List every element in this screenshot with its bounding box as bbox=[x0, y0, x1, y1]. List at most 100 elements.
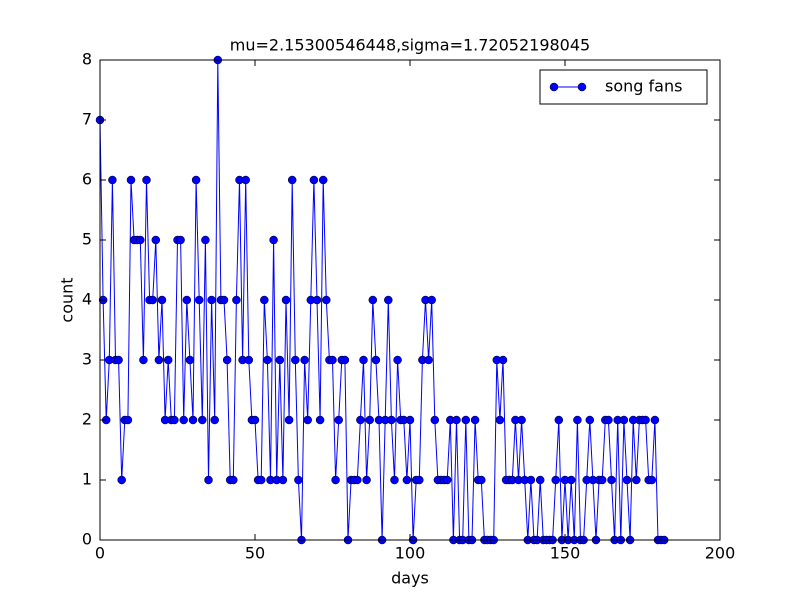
data-point bbox=[328, 355, 337, 365]
data-point bbox=[229, 475, 238, 485]
data-point bbox=[281, 295, 291, 305]
data-point bbox=[207, 295, 216, 305]
data-point bbox=[163, 355, 173, 365]
data-point bbox=[136, 235, 145, 245]
data-point bbox=[390, 475, 399, 485]
data-point bbox=[622, 475, 632, 485]
data-point bbox=[427, 295, 436, 305]
data-point bbox=[114, 355, 123, 365]
y-tick-label: 1 bbox=[82, 470, 92, 489]
legend-marker bbox=[549, 82, 559, 92]
data-point bbox=[108, 175, 117, 185]
data-point bbox=[585, 415, 595, 425]
data-point bbox=[198, 415, 207, 425]
data-point bbox=[641, 415, 650, 425]
x-axis-label: days bbox=[391, 569, 429, 588]
data-point bbox=[278, 475, 288, 485]
data-point bbox=[201, 235, 210, 245]
data-point bbox=[566, 475, 576, 485]
data-point bbox=[185, 355, 195, 365]
data-point bbox=[371, 355, 381, 365]
data-point bbox=[318, 175, 328, 185]
data-point bbox=[442, 475, 452, 485]
data-point bbox=[402, 475, 412, 485]
data-point bbox=[619, 415, 629, 425]
data-point bbox=[353, 475, 362, 485]
data-point bbox=[294, 475, 303, 485]
data-point bbox=[117, 475, 126, 485]
data-point bbox=[393, 355, 402, 365]
data-point bbox=[210, 415, 219, 425]
data-point bbox=[139, 355, 148, 365]
data-point bbox=[356, 415, 365, 425]
data-point bbox=[315, 415, 325, 425]
data-point bbox=[204, 475, 213, 485]
data-point bbox=[244, 355, 254, 365]
data-point bbox=[126, 175, 136, 185]
chart-title: mu=2.15300546448,sigma=1.72052198045 bbox=[230, 36, 590, 55]
data-point bbox=[498, 355, 508, 365]
y-tick-label: 7 bbox=[82, 110, 92, 129]
data-point bbox=[495, 415, 505, 425]
y-axis-label: count bbox=[58, 277, 77, 322]
data-point bbox=[256, 475, 266, 485]
data-point bbox=[148, 295, 157, 305]
y-tick-label: 4 bbox=[82, 290, 92, 309]
data-point bbox=[331, 475, 340, 485]
data-point bbox=[312, 295, 322, 305]
x-tick-label: 100 bbox=[395, 544, 426, 563]
data-point bbox=[551, 475, 560, 485]
y-tick-label: 5 bbox=[82, 230, 92, 249]
data-point bbox=[269, 235, 278, 245]
data-point bbox=[597, 475, 607, 485]
data-point bbox=[452, 415, 461, 425]
data-point bbox=[470, 415, 480, 425]
data-point bbox=[182, 295, 192, 305]
data-point bbox=[632, 475, 641, 485]
data-point bbox=[309, 175, 319, 185]
data-point bbox=[300, 355, 309, 365]
data-point bbox=[365, 415, 374, 425]
legend-label: song fans bbox=[605, 77, 682, 96]
data-point bbox=[362, 475, 371, 485]
data-point bbox=[461, 415, 471, 425]
data-point bbox=[517, 415, 526, 425]
data-point bbox=[291, 355, 300, 365]
data-point bbox=[179, 415, 188, 425]
y-tick-label: 8 bbox=[82, 50, 92, 69]
data-point bbox=[322, 295, 331, 305]
data-point bbox=[340, 355, 350, 365]
data-point bbox=[477, 475, 486, 485]
x-tick-label: 0 bbox=[95, 544, 105, 563]
data-point bbox=[241, 175, 250, 185]
data-point bbox=[154, 355, 164, 365]
y-tick-label: 2 bbox=[82, 410, 92, 429]
data-point bbox=[604, 415, 613, 425]
data-point bbox=[607, 475, 616, 485]
data-point bbox=[151, 235, 161, 245]
x-tick-label: 150 bbox=[550, 544, 581, 563]
data-point bbox=[287, 175, 297, 185]
data-point bbox=[142, 175, 151, 185]
data-point bbox=[526, 475, 536, 485]
data-point bbox=[263, 355, 272, 365]
y-tick-label: 3 bbox=[82, 350, 92, 369]
data-point bbox=[194, 295, 204, 305]
data-point bbox=[334, 415, 343, 425]
data-point bbox=[170, 415, 179, 425]
data-point bbox=[176, 235, 185, 245]
y-tick-label: 6 bbox=[82, 170, 92, 189]
data-point bbox=[405, 415, 415, 425]
data-point bbox=[424, 355, 433, 365]
data-point bbox=[303, 415, 312, 425]
legend-marker bbox=[577, 82, 587, 92]
data-point bbox=[384, 295, 393, 305]
data-point bbox=[430, 415, 440, 425]
data-point bbox=[368, 295, 378, 305]
data-point bbox=[157, 295, 167, 305]
data-point bbox=[415, 475, 424, 485]
data-point bbox=[275, 355, 285, 365]
data-point bbox=[573, 415, 582, 425]
data-point bbox=[535, 475, 545, 485]
